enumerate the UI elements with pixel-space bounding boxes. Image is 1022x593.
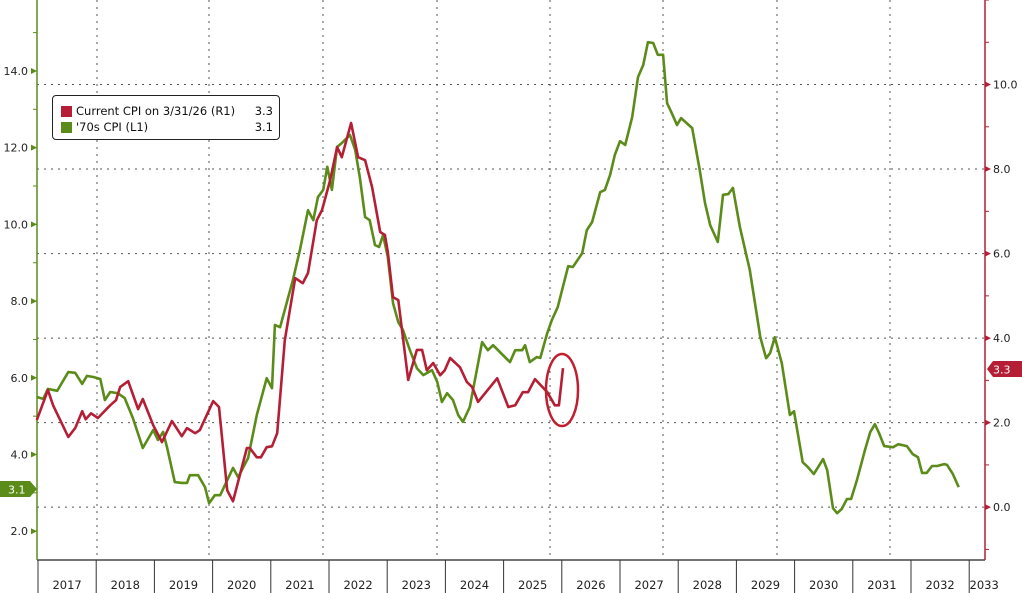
left-tick-marker [31,67,37,74]
x-axis: 2017 2018 2019 2020 2021 2022 2023 2024 2025 2026… [37,559,999,593]
x-tick-label: 2021 [285,578,314,592]
right-tick-marker [985,81,991,88]
left-badge-text: 3.1 [8,484,26,497]
legend-swatch-red [61,105,72,117]
x-tick-label: 2030 [809,578,838,592]
x-tick-label: 2023 [402,578,431,592]
left-tick-label: 12.0 [4,142,29,155]
legend-swatch-green [61,121,72,133]
seventies-cpi-line [36,40,960,515]
right-tick-marker [985,250,991,257]
left-tick-label: 14.0 [4,65,29,78]
x-tick-label: 2024 [460,578,489,592]
x-tick-label: 2029 [751,578,780,592]
left-tick-marker [31,528,37,535]
current-cpi-line [35,121,565,503]
x-tick-label: 2020 [227,578,256,592]
left-tick-marker [31,298,37,305]
x-tick-label: 2032 [925,578,954,592]
right-tick-label: 4.0 [993,332,1011,345]
legend-item-current-cpi: Current CPI on 3/31/26 (R1) 3.3 [61,103,273,119]
left-tick-marker [31,144,37,151]
right-tick-label: 2.0 [993,417,1011,430]
right-tick-label: 10.0 [993,79,1018,92]
right-badge-text: 3.3 [993,364,1011,377]
left-tick-marker [31,374,37,381]
right-tick-marker [985,166,991,173]
right-tick-label: 0.0 [993,501,1011,514]
x-tick-label: 2026 [576,578,605,592]
legend: Current CPI on 3/31/26 (R1) 3.3 '70s CPI… [52,95,280,140]
x-tick-label: 2019 [169,578,198,592]
legend-label: Current CPI on 3/31/26 (R1) [76,104,236,118]
right-tick-marker [985,504,991,511]
x-tick-label: 2017 [52,578,81,592]
left-tick-label: 10.0 [4,218,29,231]
left-tick-marker [31,451,37,458]
gridlines [37,0,985,560]
left-tick-label: 6.0 [11,372,29,385]
x-tick-label: 2025 [518,578,547,592]
left-tick-label: 2.0 [11,525,29,538]
right-tick-marker [985,419,991,426]
left-last-value-badge: 3.1 [0,481,37,497]
legend-value: 3.3 [254,104,273,118]
legend-item-70s-cpi: '70s CPI (L1) 3.1 [61,119,273,135]
x-tick-label: 2022 [343,578,372,592]
x-tick-label: 2031 [867,578,896,592]
left-tick-marker [31,221,37,228]
right-tick-marker [985,335,991,342]
legend-label: '70s CPI (L1) [76,120,149,134]
right-last-value-badge: 3.3 [987,361,1022,377]
x-tick-label: 2018 [111,578,140,592]
left-tick-label: 8.0 [11,295,29,308]
x-tick-label: 2028 [693,578,722,592]
highlight-circle-annotation [544,352,580,428]
left-tick-label: 4.0 [11,449,29,462]
left-y-axis: 2.0 4.0 6.0 8.0 10.0 12.0 14.0 [4,0,38,560]
series-lines [35,40,960,515]
right-tick-label: 6.0 [993,248,1011,261]
x-tick-label: 2027 [634,578,663,592]
right-tick-label: 8.0 [993,163,1011,176]
x-tick-label: 2033 [970,578,999,592]
right-y-axis: 0.0 2.0 4.0 6.0 8.0 10.0 [984,0,1018,560]
legend-value: 3.1 [254,120,273,134]
